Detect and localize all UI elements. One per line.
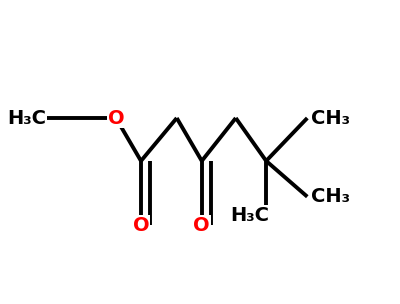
Text: H₃C: H₃C xyxy=(7,109,46,127)
Text: O: O xyxy=(194,216,210,235)
Text: CH₃: CH₃ xyxy=(311,109,350,127)
Text: H₃C: H₃C xyxy=(231,206,270,225)
Text: CH₃: CH₃ xyxy=(311,187,350,206)
Text: O: O xyxy=(133,216,149,235)
Text: O: O xyxy=(108,109,124,127)
